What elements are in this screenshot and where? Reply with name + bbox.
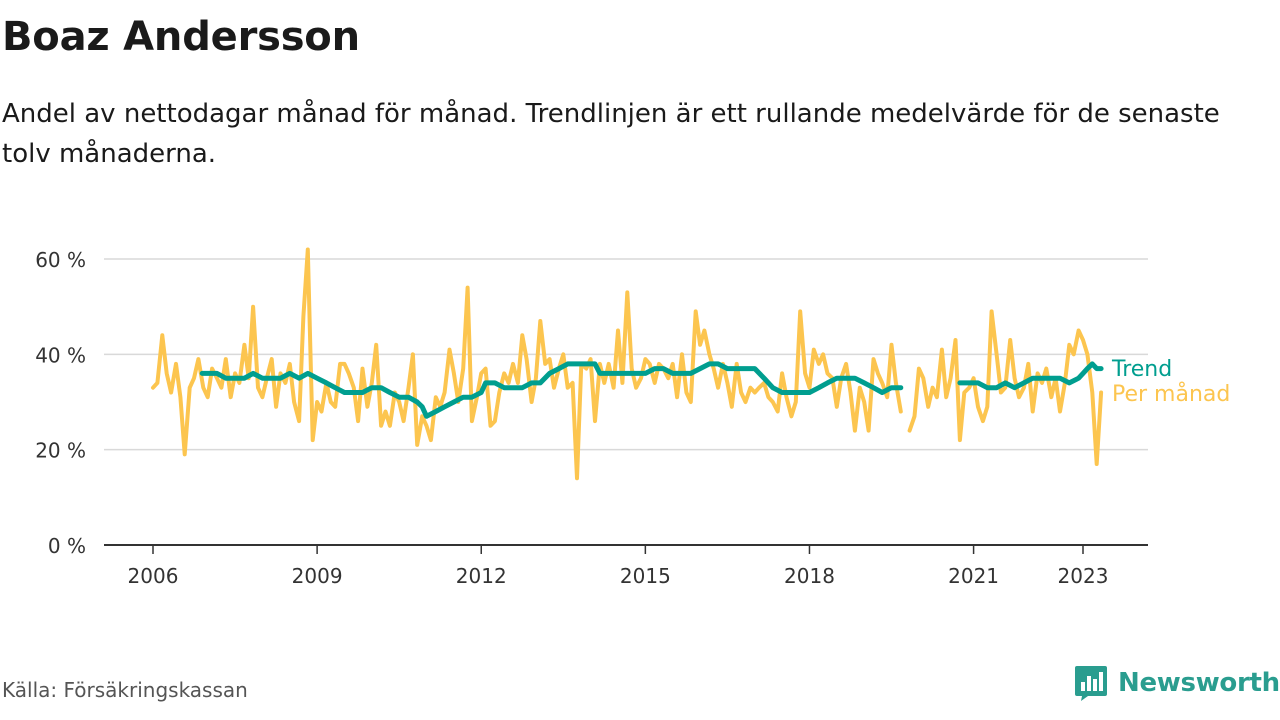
axis-layer: 0 % 20 % 40 % 60 % 2006 2009 2012 2015 2018 2021 2… <box>35 248 1148 588</box>
x-tick-label: 2023 <box>1058 564 1109 588</box>
series-line-per-manad-segment-1 <box>151 247 903 481</box>
x-tick-label: 2015 <box>620 564 671 588</box>
series-line-per-manad-segment-2 <box>907 309 1104 466</box>
y-tick-label: 60 % <box>35 248 86 272</box>
brand-name: Newsworthy <box>1118 668 1280 698</box>
page-title: Boaz Andersson <box>2 14 360 60</box>
series-layer <box>151 247 1104 481</box>
series-line-trend-segment-1 <box>199 361 904 419</box>
x-tick-label: 2021 <box>948 564 999 588</box>
source-note: Källa: Försäkringskassan <box>2 678 248 702</box>
bar-chart-speech-icon <box>1075 666 1107 701</box>
series-line-trend-segment-2 <box>957 361 1104 391</box>
series-label-trend: Trend <box>1111 357 1172 382</box>
y-tick-label: 0 % <box>48 534 86 558</box>
y-tick-label: 40 % <box>35 343 86 367</box>
x-tick-label: 2009 <box>292 564 343 588</box>
y-tick-label: 20 % <box>35 439 86 463</box>
x-tick-label: 2006 <box>128 564 179 588</box>
x-tick-label: 2018 <box>784 564 835 588</box>
newsworthy-logo[interactable]: Newsworthy <box>1074 664 1280 702</box>
page-subtitle: Andel av nettodagar månad för månad. Tre… <box>2 99 1220 169</box>
series-label-per-manad: Per månad <box>1112 381 1230 407</box>
x-tick-label: 2012 <box>456 564 507 588</box>
grid-layer <box>104 258 1148 451</box>
